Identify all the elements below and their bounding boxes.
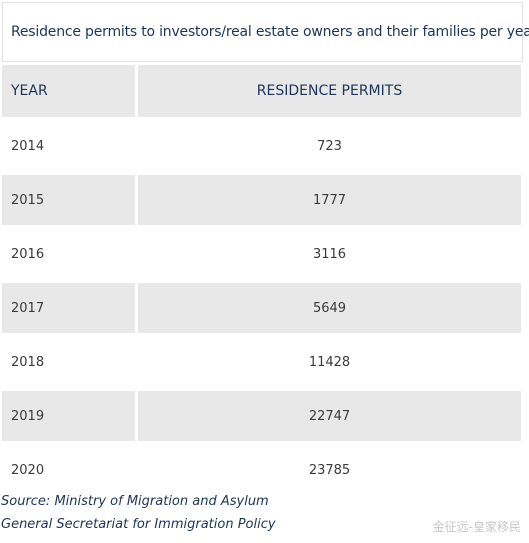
table-row: 2014 723 (2, 119, 521, 173)
year-cell: 2016 (2, 227, 135, 279)
permits-cell: 3116 (138, 227, 521, 279)
source-line: Source: Ministry of Migration and Asylum (1, 494, 269, 509)
column-header: RESIDENCE PERMITS (138, 65, 521, 117)
permits-cell: 22747 (138, 389, 521, 441)
source-line: General Secretariat for Immigration Poli… (1, 517, 276, 532)
year-cell: 2015 (2, 173, 135, 225)
table-row: 2018 11428 (2, 335, 521, 389)
permits-cell: 5649 (138, 281, 521, 333)
column-header: YEAR (2, 65, 135, 117)
table-row: 2019 22747 (2, 389, 521, 443)
year-cell: 2020 (2, 443, 135, 495)
permits-cell: 11428 (138, 335, 521, 387)
year-cell: 2019 (2, 389, 135, 441)
table-row: 2017 5649 (2, 281, 521, 335)
header-row: YEAR RESIDENCE PERMITS (2, 65, 521, 119)
table-row: 2015 1777 (2, 173, 521, 227)
year-cell: 2017 (2, 281, 135, 333)
watermark: 金征远-皇家移民 (432, 520, 521, 534)
table-title: Residence permits to investors/real esta… (2, 2, 529, 62)
permits-cell: 723 (138, 119, 521, 171)
table-row: 2020 23785 (2, 443, 521, 497)
permits-cell: 23785 (138, 443, 521, 495)
year-cell: 2014 (2, 119, 135, 171)
table-row: 2016 3116 (2, 227, 521, 281)
permits-cell: 1777 (138, 173, 521, 225)
table: YEAR RESIDENCE PERMITS 2014 723 2015 1777 20… (2, 65, 521, 497)
year-cell: 2018 (2, 335, 135, 387)
